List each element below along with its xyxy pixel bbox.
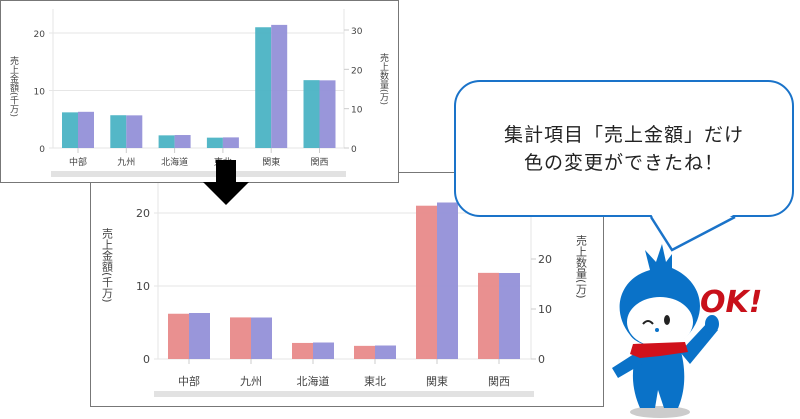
bar-sales-quantity <box>313 342 334 359</box>
bar-sales-amount <box>230 317 251 359</box>
x-tick-label: 関東 <box>426 375 448 388</box>
bar-sales-quantity <box>189 313 210 359</box>
bar-sales-quantity <box>174 135 191 148</box>
x-tick-label: 東北 <box>364 375 386 388</box>
x-tick-label: 九州 <box>117 157 135 168</box>
y2-tick-label: 10 <box>351 106 363 116</box>
bar-sales-quantity <box>271 24 288 149</box>
bar-sales-amount <box>478 272 499 359</box>
y2-tick-label: 0 <box>351 145 357 155</box>
bar-sales-quantity <box>126 115 143 148</box>
chart-before: 010200102030中部九州北海道東北関東関西売上金額(千万)売上数量(万) <box>0 0 399 183</box>
y-tick-label: 10 <box>34 88 46 98</box>
bar-sales-amount <box>168 313 189 359</box>
bar-sales-amount <box>158 135 175 148</box>
bar-sales-amount <box>62 112 78 148</box>
bar-sales-amount <box>303 80 320 148</box>
y2-tick-label: 20 <box>351 66 363 76</box>
bar-sales-quantity <box>499 273 520 359</box>
down-arrow-icon <box>203 160 249 205</box>
bar-sales-amount <box>110 115 127 148</box>
y2-tick-label: 0 <box>538 353 545 366</box>
bar-sales-quantity <box>319 80 336 148</box>
y-tick-label: 0 <box>39 145 45 155</box>
bar-sales-amount <box>292 342 313 359</box>
bar-sales-quantity <box>437 202 458 359</box>
bar-sales-amount <box>206 137 223 148</box>
x-tick-label: 北海道 <box>161 156 188 168</box>
bar-sales-quantity <box>251 317 272 359</box>
horizontal-scrollbar[interactable] <box>154 391 534 397</box>
bubble-text-line-1: 集計項目「売上金額」だけ <box>503 123 744 146</box>
bar-sales-quantity <box>375 345 396 359</box>
bar-sales-quantity <box>222 137 239 148</box>
y-axis-title: 売上金額(千万) <box>101 228 114 303</box>
chart-after-svg: 010200102030中部九州北海道東北関東関西売上金額(千万)売上数量(万) <box>101 183 588 397</box>
bar-sales-amount <box>255 27 272 148</box>
x-tick-label: 関西 <box>488 375 510 388</box>
y2-tick-label: 30 <box>351 27 363 37</box>
y-tick-label: 20 <box>34 30 46 40</box>
bar-sales-quantity <box>78 111 94 148</box>
bar-sales-amount <box>354 345 375 359</box>
horizontal-scrollbar[interactable] <box>51 171 346 177</box>
chart-before-svg: 010200102030中部九州北海道東北関東関西売上金額(千万)売上数量(万) <box>8 9 389 177</box>
ok-sign-text: OK! <box>700 285 762 320</box>
y-tick-label: 20 <box>136 207 150 220</box>
x-tick-label: 中部 <box>178 374 200 388</box>
y2-tick-label: 20 <box>538 253 552 266</box>
x-tick-label: 北海道 <box>297 374 330 388</box>
y-tick-label: 10 <box>136 280 150 293</box>
y-axis-title: 売上金額(千万) <box>8 55 19 117</box>
x-tick-label: 中部 <box>69 156 87 168</box>
y-tick-label: 0 <box>143 353 150 366</box>
x-tick-label: 関西 <box>310 157 328 168</box>
y2-axis-title: 売上数量(万) <box>575 235 588 299</box>
mascot-character: OK! <box>612 244 762 418</box>
x-tick-label: 関東 <box>262 156 280 168</box>
bubble-text-line-2: 色の変更ができたね！ <box>523 151 724 174</box>
x-tick-label: 九州 <box>240 375 262 388</box>
bar-sales-amount <box>416 205 437 359</box>
speech-bubble: 集計項目「売上金額」だけ 色の変更ができたね！ <box>454 80 794 217</box>
speech-bubble-tail <box>649 214 736 252</box>
y2-axis-title: 売上数量(万) <box>378 52 389 105</box>
y2-tick-label: 10 <box>538 303 552 316</box>
